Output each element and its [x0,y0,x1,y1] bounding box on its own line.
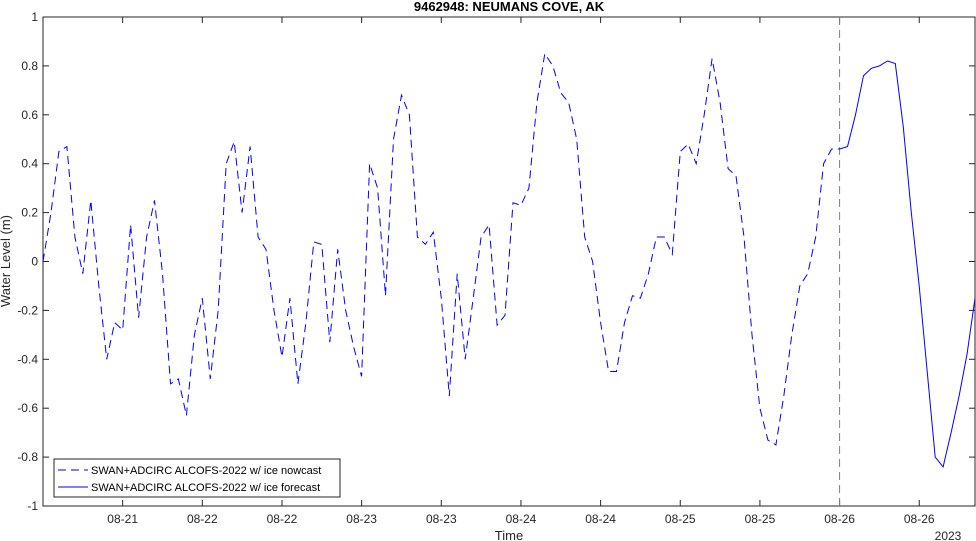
x-tick-label: 08-23 [426,512,457,526]
x-axis-label: Time [495,528,523,541]
y-tick-label: 0.4 [21,157,38,171]
x-tick-label: 08-23 [346,512,377,526]
x-tick-label: 08-25 [665,512,696,526]
y-tick-label: -0.4 [17,352,38,366]
plot-area: -1 -0.8 -0.6 -0.4 -0.2 0 0.2 0.4 0.6 0.8 1 08-21 08-… [17,10,976,526]
x-tick-label: 08-26 [904,512,935,526]
legend: SWAN+ADCIRC ALCOFS-2022 w/ ice nowcast SW… [53,458,341,498]
x-tick-label: 08-24 [585,512,616,526]
legend-box [53,458,341,498]
legend-label-nowcast: SWAN+ADCIRC ALCOFS-2022 w/ ice nowcast [91,465,321,477]
y-tick-label: -0.6 [17,401,38,415]
x-tick-label: 08-21 [107,512,138,526]
forecast-series-line [839,60,976,469]
x-tick-label: 08-22 [267,512,298,526]
year-label: 2023 [935,529,962,541]
y-tick-label: 0.2 [21,206,38,220]
y-tick-label: 0.6 [21,108,38,122]
x-tick-label: 08-24 [506,512,537,526]
y-tick-label: 0.8 [21,59,38,73]
y-tick-label: 0 [31,255,38,269]
y-tick-label: -0.8 [17,450,38,464]
nowcast-series-line [42,52,840,446]
y-axis-label: Water Level (m) [0,215,13,307]
x-tick-label: 08-25 [745,512,776,526]
chart-title: 9462948: NEUMANS COVE, AK [414,0,605,14]
x-tick-label: 08-22 [187,512,218,526]
x-tick-label: 08-26 [824,512,855,526]
y-tick-label: 1 [31,10,38,24]
y-tick-label: -1 [27,499,38,513]
y-tick-label: -0.2 [17,303,38,317]
legend-label-forecast: SWAN+ADCIRC ALCOFS-2022 w/ ice forecast [91,482,320,494]
